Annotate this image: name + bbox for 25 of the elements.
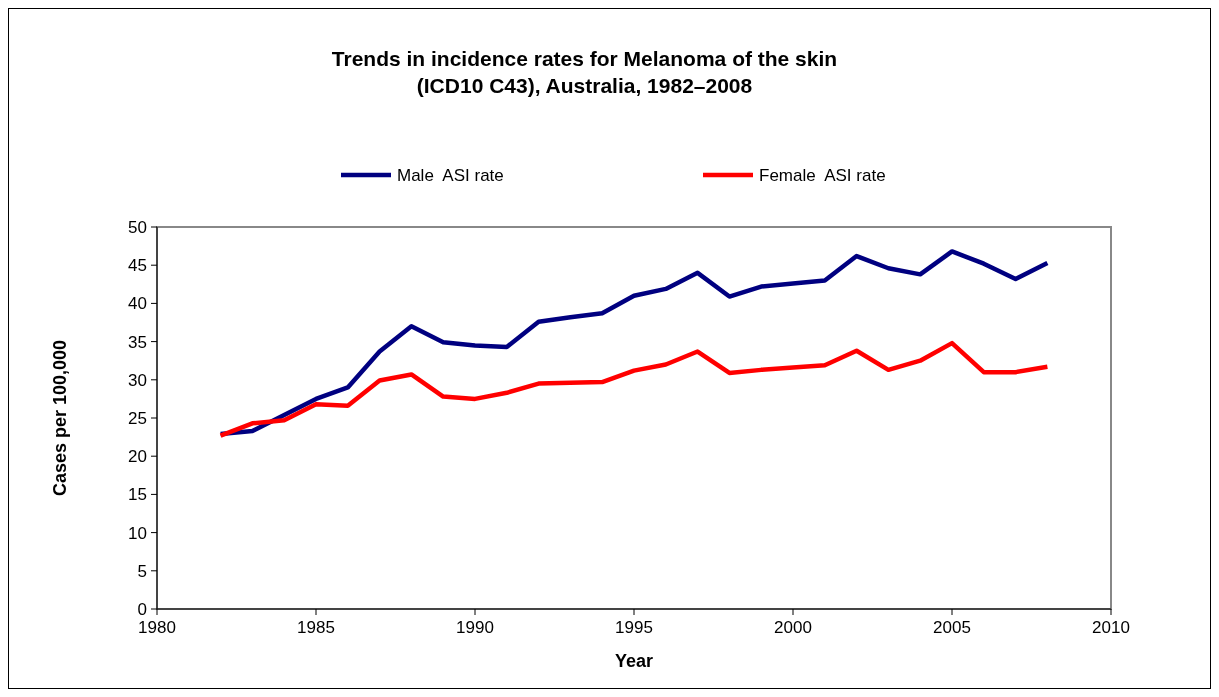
x-tick-label: 1990 [456,618,494,637]
legend-label: Female ASI rate [759,165,886,185]
y-tick-label: 35 [128,332,147,352]
y-tick-label: 20 [128,447,147,467]
x-tick-label: 1980 [138,618,176,637]
y-tick-label: 25 [128,408,147,428]
line-series [218,340,1050,438]
y-axis-title: Cases per 100,000 [50,339,70,497]
line-series [218,249,1050,437]
y-tick-label: 50 [128,217,147,237]
y-tick-label: 45 [128,256,147,276]
y-tick-label: 10 [128,523,147,543]
y-tick-label: 0 [137,599,147,619]
x-axis-title: Year [614,651,654,671]
chart-title: Trends in incidence rates for Melanoma of the skin (ICD10 C43), Australia, 1982–2008 [331,47,838,97]
y-tick-label: 5 [137,561,147,581]
x-tick-label: 2005 [933,618,971,637]
y-tick-label: 15 [128,485,147,505]
y-tick-label: 40 [128,294,147,314]
x-tick-label: 2000 [774,618,812,637]
x-tick-label: 1985 [297,618,335,637]
y-tick-label: 30 [128,370,147,390]
x-tick-label: 2010 [1092,618,1130,637]
legend-label: Male ASI rate [397,165,504,185]
x-tick-label: 1995 [615,618,653,637]
